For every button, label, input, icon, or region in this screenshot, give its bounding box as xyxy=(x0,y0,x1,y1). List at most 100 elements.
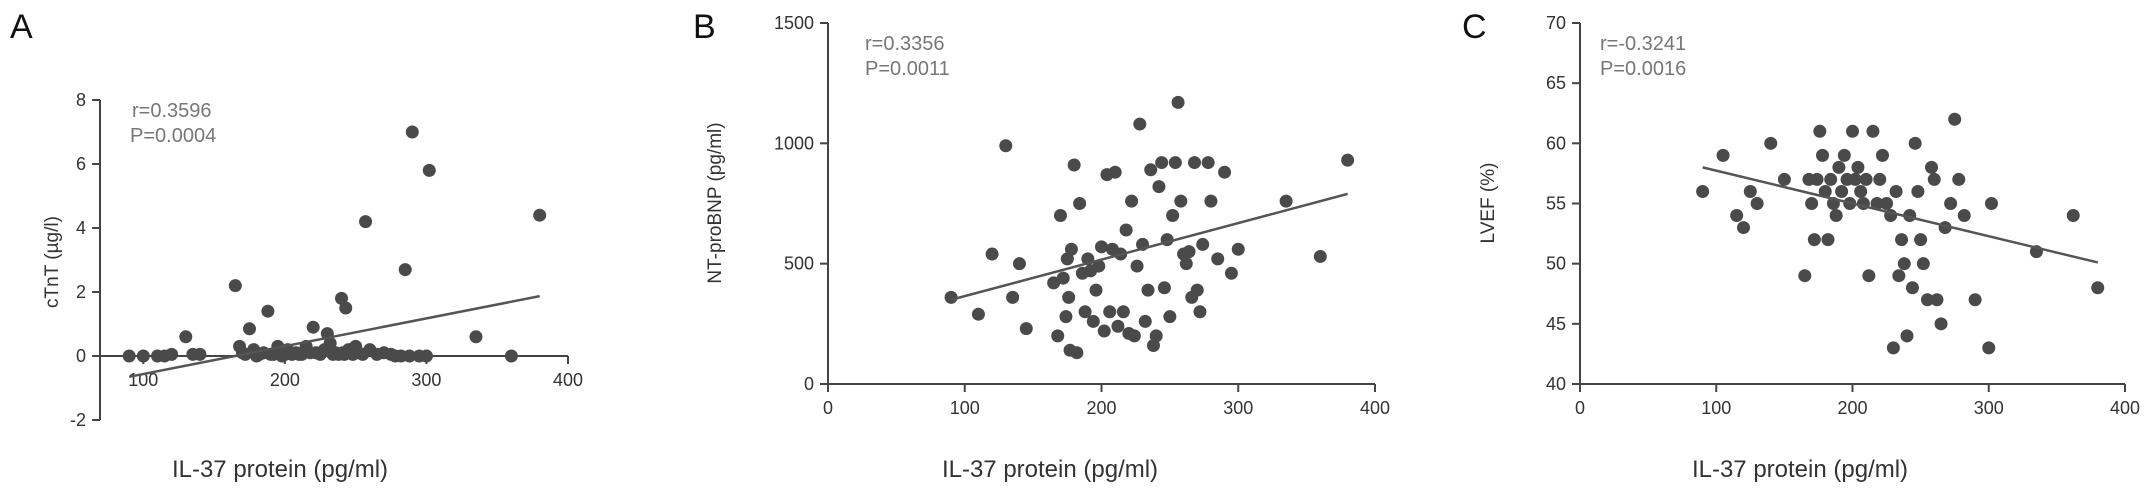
data-point-c xyxy=(1911,184,1925,198)
data-point-a xyxy=(402,349,416,363)
data-point-a xyxy=(306,320,320,334)
data-point-a xyxy=(242,322,256,336)
trend-line-b xyxy=(950,192,1348,301)
data-point-b xyxy=(1095,240,1108,254)
r-value-a: r=0.3596 xyxy=(132,100,212,122)
data-point-c xyxy=(1810,172,1824,186)
r-value-b: r=0.3356 xyxy=(865,33,945,55)
data-point-b xyxy=(1138,314,1152,328)
data-point-b xyxy=(1141,283,1155,297)
data-point-b xyxy=(1313,249,1327,263)
data-point-b xyxy=(1070,346,1084,360)
data-point-a xyxy=(122,349,136,363)
data-point-a xyxy=(469,330,483,344)
data-point-c xyxy=(1957,209,1971,223)
x-axis-title-b: IL-37 protein (pg/ml) xyxy=(942,456,1158,483)
panel-c: 40 45 50 55 60 65 70 0 100 200 300 400 r=-0.3241 P=0.… xyxy=(1478,13,2140,483)
y-tick-label-a: 8 xyxy=(76,90,86,110)
data-point-c xyxy=(1851,160,1865,174)
data-point-a xyxy=(533,208,547,222)
data-point-b xyxy=(1168,156,1182,170)
p-value-b: P=0.0011 xyxy=(865,58,950,80)
data-point-b xyxy=(1171,95,1185,109)
y-tick-label-c: 50 xyxy=(1546,254,1566,274)
data-point-a xyxy=(339,301,353,315)
data-point-a xyxy=(193,347,207,361)
data-point-b xyxy=(999,139,1013,153)
y-axis-title-a: cTnT (µg/l) xyxy=(42,216,63,308)
data-point-b xyxy=(1127,329,1141,343)
data-point-b xyxy=(1078,305,1092,319)
data-point-b xyxy=(1111,319,1125,333)
x-tick-label-a: 400 xyxy=(553,370,583,390)
data-point-c xyxy=(2091,281,2105,295)
data-point-a xyxy=(323,336,337,350)
x-tick-label-c: 400 xyxy=(2110,398,2140,418)
data-point-b xyxy=(1133,117,1147,131)
data-point-b xyxy=(1190,283,1204,297)
data-point-c xyxy=(1730,209,1744,223)
data-point-b xyxy=(1086,314,1100,328)
data-point-b xyxy=(1155,156,1169,170)
data-point-c xyxy=(1897,257,1911,271)
data-point-b xyxy=(1187,156,1201,170)
y-tick-label-c: 55 xyxy=(1546,194,1566,214)
data-point-c xyxy=(1982,341,1996,355)
data-point-c xyxy=(1952,172,1966,186)
data-point-b xyxy=(1204,194,1218,208)
data-point-b xyxy=(1064,242,1078,256)
data-point-b xyxy=(1125,194,1139,208)
data-point-c xyxy=(1866,124,1880,138)
data-point-a xyxy=(504,349,518,363)
panel-letter-a: A xyxy=(10,8,33,46)
data-point-a xyxy=(422,163,436,177)
data-point-b xyxy=(1163,310,1177,324)
data-point-c xyxy=(1816,148,1830,162)
data-point-c xyxy=(1859,172,1873,186)
data-point-a xyxy=(419,349,433,363)
data-point-c xyxy=(1716,148,1730,162)
data-point-c xyxy=(1764,136,1778,150)
x-tick-label-b: 200 xyxy=(1086,398,1116,418)
data-point-c xyxy=(1968,293,1982,307)
data-point-c xyxy=(1873,172,1887,186)
x-tick-label-b: 300 xyxy=(1223,398,1253,418)
data-point-c xyxy=(1895,233,1909,247)
data-point-b xyxy=(1062,290,1076,304)
data-point-a xyxy=(165,347,179,361)
data-point-b xyxy=(1067,158,1081,172)
data-point-b xyxy=(1149,329,1163,343)
data-point-c xyxy=(1807,233,1821,247)
y-tick-label-a: 4 xyxy=(76,218,86,238)
data-point-b xyxy=(1116,305,1130,319)
data-point-c xyxy=(1948,112,1962,126)
data-point-a xyxy=(359,215,373,229)
data-point-b xyxy=(1019,322,1033,336)
data-point-c xyxy=(1920,293,1934,307)
data-point-b xyxy=(1166,209,1180,223)
data-point-c xyxy=(1944,197,1958,210)
data-point-c xyxy=(1824,172,1838,186)
data-point-c xyxy=(1798,269,1812,283)
x-tick-label-c: 100 xyxy=(1701,398,1731,418)
panel-letter-b: B xyxy=(693,8,716,46)
data-point-c xyxy=(1908,136,1922,150)
y-axis-title-b: NT-proBNP (pg/ml) xyxy=(705,122,726,283)
data-point-b xyxy=(1152,180,1166,194)
p-value-c: P=0.0016 xyxy=(1600,58,1686,80)
data-point-b xyxy=(1053,209,1067,223)
y-tick-label-b: 1500 xyxy=(774,13,814,33)
data-point-b xyxy=(1231,242,1245,256)
y-tick-label-b: 0 xyxy=(804,374,814,394)
data-point-b xyxy=(1051,329,1065,343)
data-point-c xyxy=(1813,124,1827,138)
data-point-c xyxy=(1805,197,1819,210)
data-point-b xyxy=(1193,305,1207,319)
panel-letter-c: C xyxy=(1462,8,1487,46)
data-point-b xyxy=(1130,259,1144,273)
x-tick-label-c: 200 xyxy=(1837,398,1867,418)
data-point-b xyxy=(1097,324,1111,338)
data-point-c xyxy=(1750,197,1764,210)
data-point-b xyxy=(1056,271,1070,285)
